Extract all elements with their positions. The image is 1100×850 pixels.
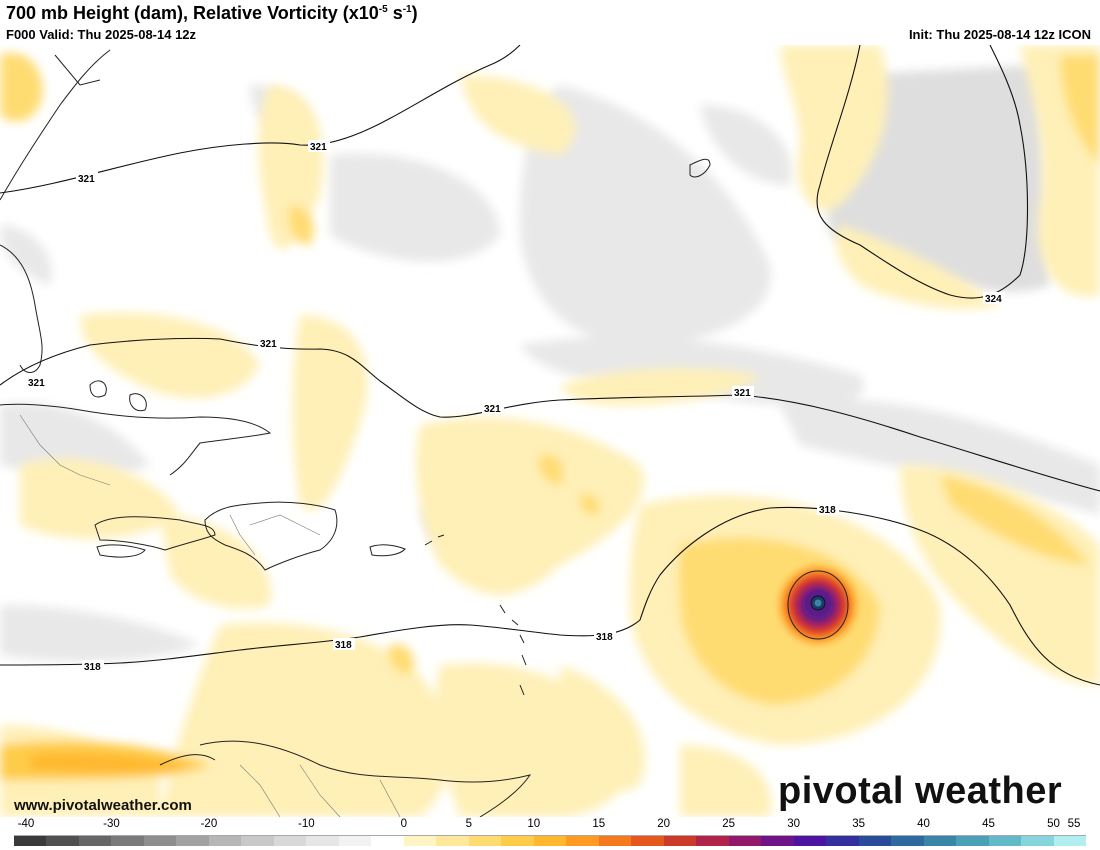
colorbar-swatch (988, 836, 1022, 846)
colorbar-swatch (566, 836, 599, 846)
colorbar-swatch (501, 836, 534, 846)
contour-label: 318 (596, 632, 613, 643)
colorbar-swatch (273, 836, 307, 846)
contour-label: 321 (78, 174, 95, 185)
colorbar-swatch (176, 836, 209, 846)
colorbar-tick-label: -40 (17, 818, 35, 830)
colorbar-swatch (761, 836, 794, 846)
colorbar-swatch (631, 836, 664, 846)
contour-label: 321 (260, 339, 277, 350)
map-panel: 321 321 321 321 321 321 324 318 318 318 … (0, 45, 1100, 817)
colorbar-swatch (78, 836, 112, 846)
colorbar-tick-label: 15 (592, 818, 606, 830)
colorbar-tick-label: -30 (103, 818, 120, 830)
map-title: 700 mb Height (dam), Relative Vorticity … (6, 3, 418, 23)
contour-label: 321 (734, 388, 751, 399)
website-watermark: www.pivotalweather.com (14, 797, 192, 814)
colorbar-swatch (1053, 836, 1086, 846)
colorbar: -40 -30 -20 -10 0 5 10 15 20 25 30 35 40 45 50 55 (14, 818, 1086, 850)
colorbar-swatch (436, 836, 469, 846)
borders (19, 414, 401, 817)
colorbar-swatch (241, 836, 274, 846)
colorbar-tick-label: 0 (400, 818, 408, 830)
colorbar-tick-label: 20 (657, 818, 671, 830)
contour-label: 321 (28, 378, 45, 389)
colorbar-tick-label: 35 (852, 818, 865, 830)
colorbar-tick-label: 5 (465, 818, 472, 830)
contour-label: 321 (484, 404, 501, 415)
coastlines (0, 49, 711, 817)
colorbar-swatch (663, 836, 697, 846)
contour-label: 318 (819, 505, 836, 516)
colorbar-swatch (956, 836, 989, 846)
colorbar-swatch (143, 836, 177, 846)
colorbar-swatch (696, 836, 729, 846)
colorbar-tick-label: -10 (298, 818, 315, 830)
colorbar-swatch (371, 836, 404, 846)
init-time-label: Init: Thu 2025-08-14 12z ICON (908, 27, 1091, 42)
colorbar-ticks: -40 -30 -20 -10 0 5 10 15 20 25 30 35 40 45 50 55 (14, 818, 1086, 834)
colorbar-swatch (468, 836, 502, 846)
colorbar-swatch (923, 836, 957, 846)
colorbar-swatch (858, 836, 892, 846)
colorbar-swatch (306, 836, 339, 846)
colorbar-swatch (403, 836, 437, 846)
colorbar-swatch (793, 836, 827, 846)
positive-vorticity-areas (0, 45, 1100, 817)
colorbar-swatch (891, 836, 924, 846)
brand-logo: pivotal weather (778, 770, 1063, 812)
colorbar-tick-label: 10 (527, 818, 541, 830)
colorbar-tick-label: -20 (200, 818, 218, 830)
colorbar-swatch (728, 836, 762, 846)
vorticity-maximum (772, 559, 864, 651)
contour-label: 318 (84, 662, 101, 673)
colorbar-swatch (46, 836, 79, 846)
colorbar-tick-label: 40 (917, 818, 930, 830)
colorbar-tick-label: 25 (722, 818, 736, 830)
colorbar-tick-label: 55 (1067, 818, 1081, 830)
colorbar-swatch (338, 836, 372, 846)
colorbar-swatch (14, 836, 47, 846)
colorbar-swatch (598, 836, 632, 846)
colorbar-swatch (826, 836, 859, 846)
colorbar-swatch (111, 836, 144, 846)
contour-label: 318 (335, 640, 352, 651)
colorbar-tick-label: 45 (982, 818, 995, 830)
vorticity-map: 321 321 321 321 321 321 324 318 318 318 … (0, 45, 1100, 817)
contour-label: 324 (985, 294, 1002, 305)
colorbar-strip (14, 835, 1086, 846)
colorbar-tick-label: 50 (1047, 818, 1060, 830)
contour-labels: 321 321 321 321 321 321 324 318 318 318 … (26, 140, 1005, 673)
colorbar-swatch (533, 836, 567, 846)
colorbar-swatch (208, 836, 242, 846)
contour-label: 321 (310, 142, 327, 153)
colorbar-tick-label: 30 (787, 818, 801, 830)
colorbar-swatch (1021, 836, 1054, 846)
valid-time-label: F000 Valid: Thu 2025-08-14 12z (6, 27, 197, 42)
